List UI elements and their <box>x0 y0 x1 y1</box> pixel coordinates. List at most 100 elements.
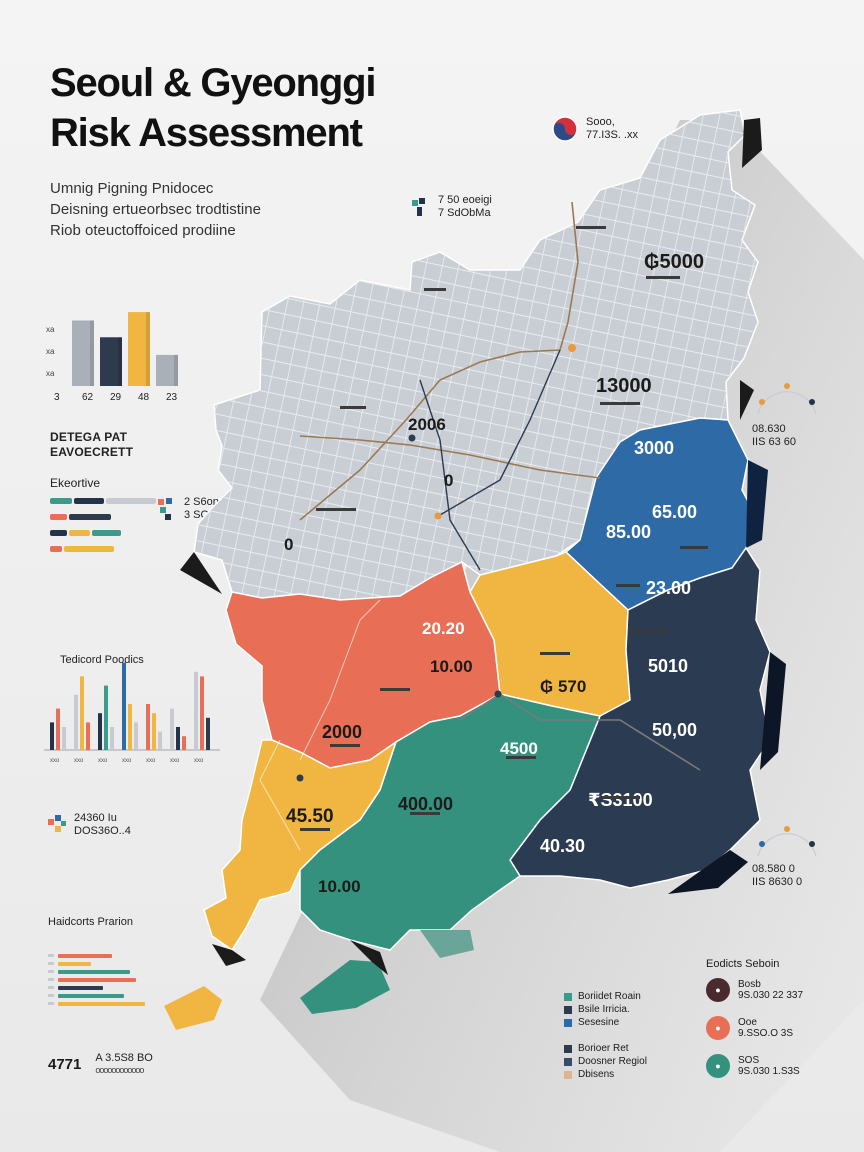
map-value-label: 40.30 <box>540 836 585 856</box>
progress-rows <box>50 498 170 552</box>
subtitle-line-1: Umnig Pigning Pnidocec <box>50 180 214 197</box>
arc-gauge-icon <box>757 826 817 857</box>
footer-stat-line-1: A 3.5S8 BO <box>95 1052 153 1064</box>
progress-segment <box>50 530 67 536</box>
row-marker <box>48 994 54 997</box>
bar <box>122 662 126 750</box>
legend-label: Dbisens <box>578 1069 615 1080</box>
legend-item-value: 9S.030 22 337 <box>738 990 804 1001</box>
legend-row: Dbisens <box>564 1068 647 1081</box>
bar <box>58 954 112 958</box>
bar <box>100 337 122 386</box>
progress-segment <box>50 546 62 552</box>
hbar-chart: Haidcorts Prarion <box>48 916 208 1015</box>
top-stat-line-2: 7 SdObMa <box>438 207 491 219</box>
right-badge-2: 08.580 0 IIS 8630 0 <box>752 826 822 889</box>
bar <box>80 676 84 750</box>
map-value-label: 50,00 <box>652 720 697 740</box>
legend-right-item: ● SOS 9S.030 1.S3S <box>706 1054 836 1078</box>
legend-item-label: SOS <box>738 1055 760 1066</box>
bar <box>194 671 198 750</box>
legend-label: Doosner Regiol <box>578 1056 647 1067</box>
bar <box>110 727 114 750</box>
bar <box>72 320 94 386</box>
bar <box>58 986 103 990</box>
bar <box>58 1002 145 1006</box>
map-value-label: 45.50 <box>286 806 334 827</box>
progress-row <box>50 546 170 552</box>
x-tick-label: xxo <box>122 758 132 764</box>
subtitle: Umnig Pigning Pnidocec Deisning ertueorb… <box>50 178 261 241</box>
southwest-yellow-region <box>164 739 398 1030</box>
footer-stat: 4771 A 3.5S8 BO oooooooooooo <box>48 1052 153 1076</box>
legend-label: Boriidet Roain <box>578 991 641 1002</box>
right-badge-2-line-2: IIS 8630 0 <box>752 876 803 888</box>
map-value-label: 20.20 <box>422 619 465 638</box>
legend-right-title: Eodicts Seboin <box>706 958 780 970</box>
progress-block: Ekeortive <box>50 476 170 562</box>
progress-segment <box>64 546 115 552</box>
section-delta: DETEGA PAT EAVOECRETT <box>50 430 133 460</box>
arc-gauge-icon <box>757 383 817 415</box>
legend-row: Doosner Regiol <box>564 1055 647 1068</box>
map-value-label: 13000 <box>596 375 652 397</box>
legend-circle: ● <box>706 978 730 1002</box>
bar <box>158 731 162 750</box>
street-label-marks <box>300 226 708 831</box>
bar <box>74 694 78 750</box>
trend-chart-svg: xxo xxo xxo xxo xxo xxo xxo <box>44 662 220 764</box>
legend-row: Boriidet Roain <box>564 990 641 1003</box>
bar <box>104 685 108 750</box>
legend-circle: ● <box>706 1016 730 1040</box>
legend-row: Bsile Irricia. <box>564 1003 641 1016</box>
map-value-label: ₲ 570 <box>540 677 586 696</box>
top-stat-line-1: 7 50 eoeigi <box>438 194 492 206</box>
flow-icon <box>48 815 66 832</box>
legend-item-label: Ooe <box>738 1017 757 1028</box>
bar <box>156 354 178 386</box>
bar <box>98 713 102 750</box>
x-tick-label: 29 <box>110 392 122 403</box>
legend-row: Sesesine <box>564 1016 641 1029</box>
title-line-2: Risk Assessment <box>50 111 363 155</box>
legend-right-item: ● Bosb 9S.030 22 337 <box>706 978 836 1002</box>
left-bar-chart: xa xa xa 3 62 29 48 23 <box>40 296 200 406</box>
bar <box>146 704 150 750</box>
legend-circle: ● <box>706 1054 730 1078</box>
map-value-label: 400.00 <box>398 794 453 814</box>
bar <box>182 736 186 750</box>
bar <box>200 676 204 750</box>
progress-segment <box>105 498 156 504</box>
bar-side <box>90 320 94 386</box>
subtitle-line-2: Deisning ertueorbsec trodtistine <box>50 201 261 218</box>
x-tick-label: 48 <box>138 392 150 403</box>
page-title: Seoul & Gyeonggi Risk Assessment <box>50 58 376 158</box>
footer-stat-line-2: oooooooooooo <box>95 1065 144 1075</box>
map-value-label: 2006 <box>408 415 446 434</box>
progress-segment <box>68 514 111 520</box>
x-tick-label: xxo <box>98 758 108 764</box>
section-delta-line-2: EAVOECRETT <box>50 445 134 459</box>
legend-item-label: Bosb <box>738 979 761 990</box>
bar <box>176 727 180 750</box>
row-marker <box>48 954 54 957</box>
bar <box>58 962 91 966</box>
legend-swatch <box>564 1005 572 1014</box>
x-tick-label: xxo <box>170 758 180 764</box>
legend-label: Sesesine <box>578 1017 620 1028</box>
cluster-stat-2-line-2: DOS36O..4 <box>74 825 131 837</box>
row-marker <box>48 1002 54 1005</box>
flow-icon <box>158 498 172 520</box>
map-value-label: 2000 <box>322 722 362 742</box>
progress-row <box>50 498 170 504</box>
legend-left-2: Borioer Ret Doosner Regiol Dbisens <box>564 1042 647 1081</box>
x-tick-label: xxo <box>74 758 84 764</box>
cluster-stat-2-line-1: 24360 Iu <box>74 812 117 824</box>
map-value-label: 65.00 <box>652 502 697 522</box>
bar <box>62 727 66 750</box>
bar-side <box>118 337 122 386</box>
legend-item-value: 9S.030 1.S3S <box>738 1066 800 1077</box>
subtitle-line-3: Riob oteuctoffoiced prodiine <box>50 222 236 239</box>
map-value-label: 3000 <box>634 438 674 458</box>
legend-swatch <box>564 1018 572 1027</box>
